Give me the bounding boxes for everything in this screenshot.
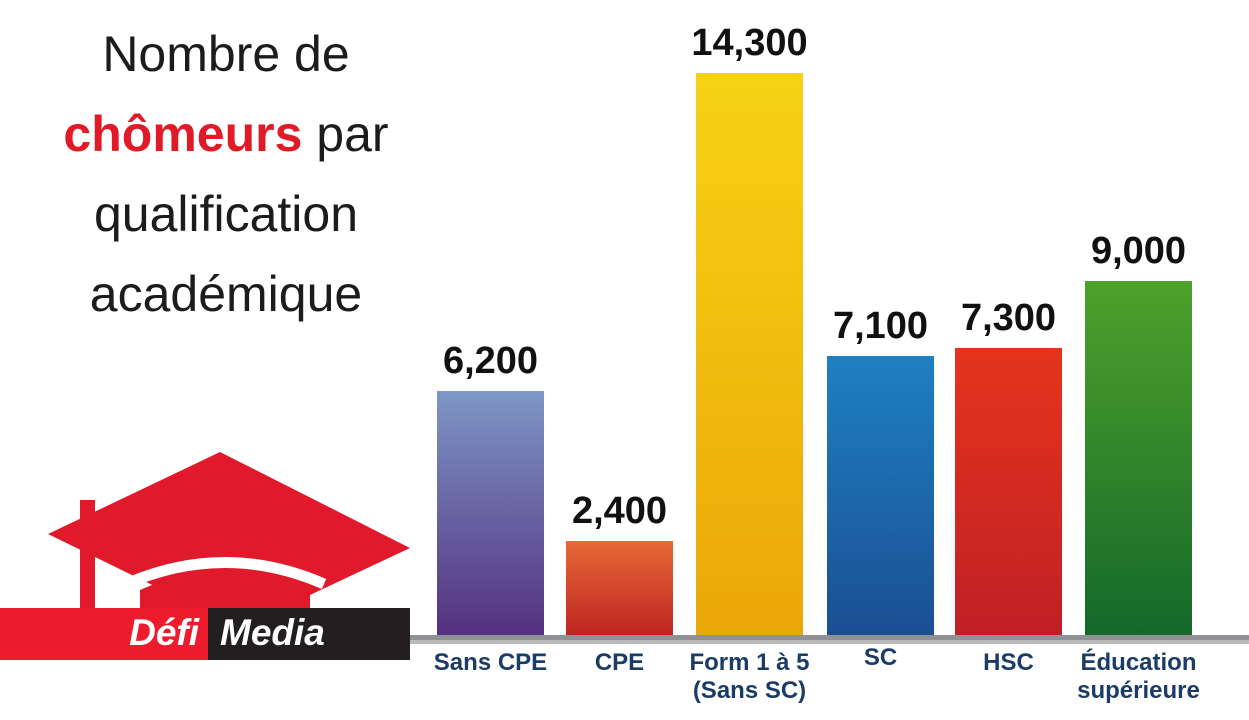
- bar-value-label: 9,000: [1090, 230, 1187, 272]
- title-line-2: chômeurs par: [8, 94, 444, 174]
- cap-band: [140, 571, 310, 614]
- chart-baseline: [399, 635, 1249, 644]
- cap-gap: [123, 557, 327, 590]
- bar: [566, 541, 673, 635]
- bar: [696, 73, 803, 635]
- title-line-2-rest: par: [302, 106, 389, 162]
- bar-value-label: 14,300: [691, 22, 808, 64]
- title-highlight: chômeurs: [63, 106, 303, 162]
- banner-dark-box: Media: [208, 608, 410, 660]
- bar-category-label: Sans CPE: [433, 649, 548, 676]
- bar-category-label: HSC: [983, 649, 1034, 676]
- title-line-1: Nombre de: [102, 26, 350, 82]
- bar: [437, 391, 544, 635]
- bar-value-label: 6,200: [442, 340, 539, 382]
- bar-category-label: SC: [863, 644, 898, 671]
- bar-value-label: 7,300: [960, 297, 1057, 339]
- bar-value-label: 2,400: [571, 490, 668, 532]
- bar-category-label: CPE: [594, 649, 645, 676]
- bar: [1085, 281, 1192, 635]
- bar: [955, 348, 1062, 635]
- graduation-cap-icon: [48, 452, 410, 628]
- baseline-light-stripe: [399, 640, 1249, 644]
- title-line-4: académique: [89, 266, 363, 322]
- baseline-dark-stripe: [399, 635, 1249, 640]
- bar-category-label: Form 1 à 5 (Sans SC): [689, 649, 810, 704]
- chart-title: Nombre de chômeurs par qualification aca…: [8, 14, 444, 334]
- brand-defi: Défi: [129, 611, 199, 653]
- title-line-3: qualification: [93, 186, 359, 242]
- bar-value-label: 7,100: [832, 305, 929, 347]
- bar: [827, 356, 934, 635]
- banner-red-box: Défi: [0, 608, 208, 660]
- brand-media: Media: [220, 611, 325, 653]
- defi-media-logo: Défi Media: [0, 608, 410, 660]
- bar-category-label: Éducation supérieure: [1077, 649, 1200, 704]
